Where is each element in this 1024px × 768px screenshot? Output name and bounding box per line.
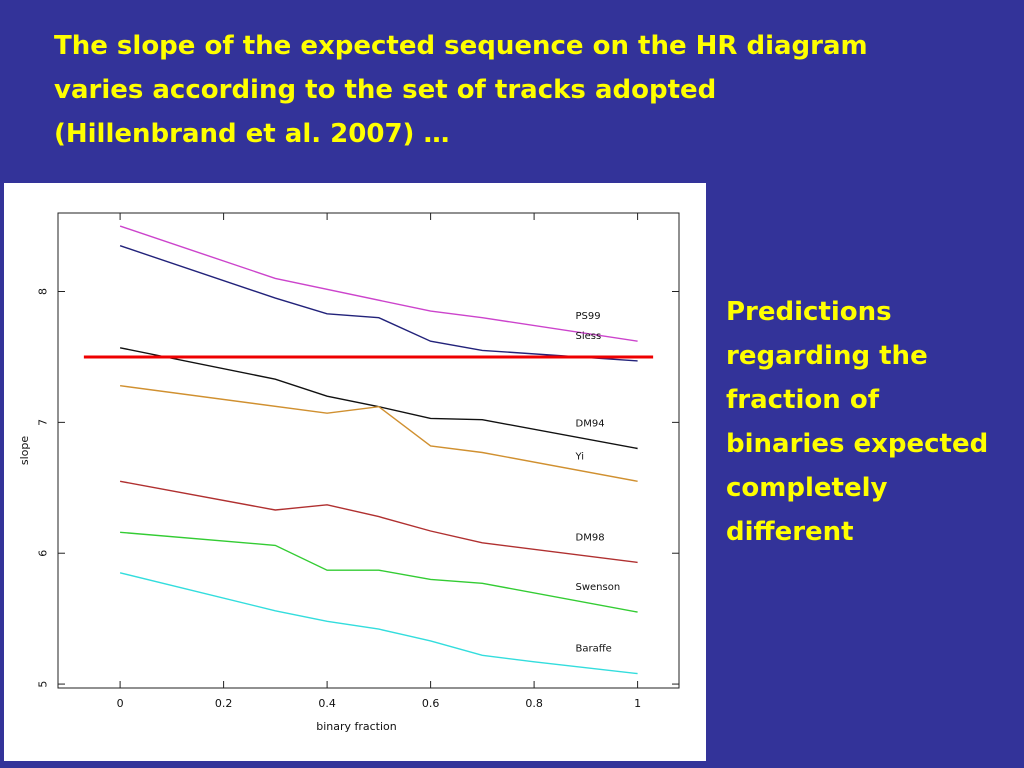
series-label-siess: Siess <box>576 331 602 342</box>
side-annotation-line: completely <box>726 473 888 503</box>
x-tick-label: 0.8 <box>525 697 543 710</box>
plot-frame <box>57 212 680 689</box>
side-annotation-line: binaries expected <box>726 429 989 459</box>
series-label-yi: Yi <box>575 451 585 462</box>
y-axis-title: slope <box>18 436 31 465</box>
chart-panel: 0 0.2 0.4 0.6 0.8 1 5 6 7 8 binary fraction slope P… <box>4 183 706 761</box>
slide-title: The slope of the expected sequence on th… <box>54 24 1004 156</box>
x-axis-title: binary fraction <box>316 720 397 733</box>
slide-title-line: (Hillenbrand et al. 2007) … <box>54 119 450 149</box>
x-tick-label: 0.2 <box>215 697 233 710</box>
slope-vs-binary-fraction-chart: 0 0.2 0.4 0.6 0.8 1 5 6 7 8 binary fraction slope P… <box>18 212 680 733</box>
side-annotation-line: regarding the <box>726 341 928 371</box>
x-tick-label: 0.4 <box>318 697 336 710</box>
series-line-siess <box>119 245 638 362</box>
y-tick-label: 8 <box>37 288 50 295</box>
series-label-dm98: DM98 <box>576 532 605 543</box>
series-label-swenson: Swenson <box>576 582 621 593</box>
x-tick-label: 0.6 <box>422 697 440 710</box>
series-line-ps99 <box>119 225 638 342</box>
x-tick-label: 1 <box>634 697 641 710</box>
series-line-swenson <box>120 531 638 613</box>
side-annotation: Predictions regarding the fraction of bi… <box>726 290 1022 554</box>
side-annotation-line: different <box>726 517 854 547</box>
slide-title-line: varies according to the set of tracks ad… <box>54 75 717 105</box>
chart-axes: 0 0.2 0.4 0.6 0.8 1 5 6 7 8 binary fraction slope <box>18 212 680 733</box>
x-tick-label: 0 <box>117 697 124 710</box>
y-tick-label: 5 <box>37 681 50 688</box>
series-label-ps99: PS99 <box>576 311 601 322</box>
y-tick-label: 7 <box>37 419 50 426</box>
side-annotation-line: fraction of <box>726 385 880 415</box>
y-tick-label: 6 <box>37 550 50 557</box>
series-line-yi <box>120 385 638 482</box>
series-label-dm94: DM94 <box>576 419 605 430</box>
chart-series: PS99 Siess DM94 Yi DM98 Swenson Baraffe <box>119 225 638 675</box>
series-label-baraffe: Baraffe <box>576 644 612 655</box>
slide-title-line: The slope of the expected sequence on th… <box>54 31 868 61</box>
side-annotation-line: Predictions <box>726 297 892 327</box>
series-line-dm98 <box>119 480 638 564</box>
series-line-dm94 <box>119 347 638 450</box>
series-line-baraffe <box>119 572 638 675</box>
